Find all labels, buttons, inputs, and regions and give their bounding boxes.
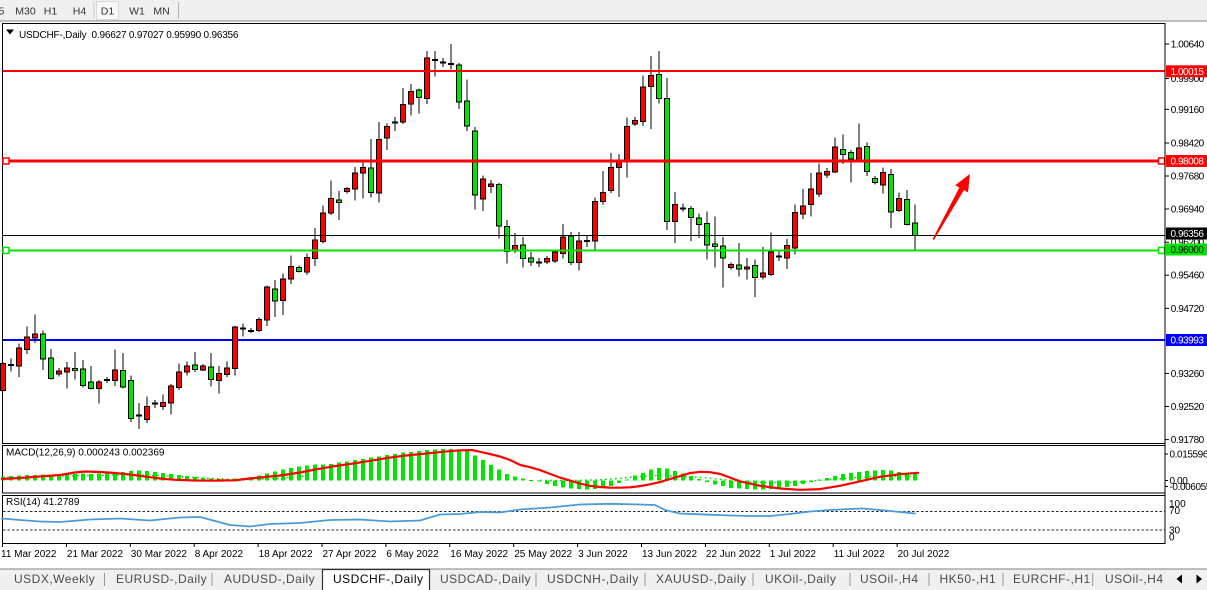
svg-text:0.00: 0.00	[1170, 476, 1189, 487]
svg-text:0.96940: 0.96940	[1171, 205, 1205, 216]
svg-text:RSI(14) 41.2789: RSI(14) 41.2789	[6, 497, 80, 508]
svg-text:USOil-,H4: USOil-,H4	[1105, 572, 1164, 586]
svg-text:0.96000: 0.96000	[1171, 245, 1205, 256]
svg-text:0.93260: 0.93260	[1171, 369, 1205, 380]
svg-text:3 Jun 2022: 3 Jun 2022	[578, 549, 628, 560]
svg-text:UKOil-,Daily: UKOil-,Daily	[765, 572, 836, 586]
svg-text:0.98420: 0.98420	[1171, 139, 1205, 150]
svg-text:25 May 2022: 25 May 2022	[514, 549, 572, 560]
svg-text:18 Apr 2022: 18 Apr 2022	[259, 549, 313, 560]
svg-text:22 Jun 2022: 22 Jun 2022	[706, 549, 761, 560]
svg-text:70: 70	[1169, 506, 1181, 517]
svg-text:0.97680: 0.97680	[1171, 172, 1205, 183]
svg-text:30: 30	[1169, 526, 1181, 537]
svg-text:16 May 2022: 16 May 2022	[450, 549, 508, 560]
svg-text:0.96200: 0.96200	[1171, 238, 1205, 249]
svg-text:27 Apr 2022: 27 Apr 2022	[323, 549, 377, 560]
svg-text:11 Mar 2022: 11 Mar 2022	[1, 549, 57, 560]
svg-text:USDCAD-,Daily: USDCAD-,Daily	[440, 572, 531, 586]
svg-text:5: 5	[0, 6, 5, 18]
svg-text:0: 0	[1169, 533, 1175, 544]
svg-text:11 Jul 2022: 11 Jul 2022	[834, 549, 885, 560]
svg-text:USOil-,H4: USOil-,H4	[860, 572, 919, 586]
svg-text:HK50-,H1: HK50-,H1	[940, 572, 997, 586]
svg-text:100: 100	[1169, 499, 1186, 510]
svg-text:-0.006055: -0.006055	[1170, 482, 1207, 493]
svg-text:USDCHF-,Daily 0.96627 0.97027: USDCHF-,Daily 0.96627 0.97027 0.95990 0.…	[19, 30, 239, 41]
svg-text:AUDUSD-,Daily: AUDUSD-,Daily	[224, 572, 315, 586]
svg-text:21 Mar 2022: 21 Mar 2022	[67, 549, 124, 560]
svg-text:0.015596: 0.015596	[1170, 450, 1207, 461]
svg-text:20 Jul 2022: 20 Jul 2022	[898, 549, 950, 560]
svg-text:H1: H1	[44, 6, 58, 18]
svg-text:0.98008: 0.98008	[1171, 157, 1205, 168]
svg-text:D1: D1	[101, 6, 115, 18]
svg-text:USDCNH-,Daily: USDCNH-,Daily	[547, 572, 639, 586]
svg-text:30 Mar 2022: 30 Mar 2022	[131, 549, 188, 560]
svg-text:0.99160: 0.99160	[1171, 105, 1205, 116]
svg-text:0.95460: 0.95460	[1171, 271, 1205, 282]
svg-text:1.00015: 1.00015	[1171, 67, 1205, 78]
svg-text:MN: MN	[153, 6, 169, 18]
svg-text:USDX,Weekly: USDX,Weekly	[14, 572, 95, 586]
svg-text:8 Apr 2022: 8 Apr 2022	[195, 549, 244, 560]
svg-text:0.92520: 0.92520	[1171, 402, 1205, 413]
svg-text:W1: W1	[129, 6, 145, 18]
svg-text:M30: M30	[15, 6, 36, 18]
svg-text:13 Jun 2022: 13 Jun 2022	[642, 549, 697, 560]
svg-text:0.99900: 0.99900	[1171, 74, 1205, 85]
svg-text:0.96356: 0.96356	[1171, 229, 1205, 240]
svg-text:6 May 2022: 6 May 2022	[386, 549, 439, 560]
svg-text:EURUSD-,Daily: EURUSD-,Daily	[116, 572, 207, 586]
svg-text:USDCHF-,Daily: USDCHF-,Daily	[333, 572, 424, 586]
svg-text:MACD(12,26,9) 0.000243 0.00236: MACD(12,26,9) 0.000243 0.002369	[6, 448, 165, 459]
svg-text:H4: H4	[73, 6, 87, 18]
svg-text:0.94720: 0.94720	[1171, 304, 1205, 315]
svg-text:0.93993: 0.93993	[1171, 336, 1205, 347]
svg-text:1.00640: 1.00640	[1171, 40, 1205, 51]
svg-text:EURCHF-,H1: EURCHF-,H1	[1013, 572, 1091, 586]
svg-text:XAUUSD-,Daily: XAUUSD-,Daily	[656, 572, 747, 586]
svg-text:0.91780: 0.91780	[1171, 435, 1205, 446]
svg-text:1 Jul 2022: 1 Jul 2022	[770, 549, 817, 560]
